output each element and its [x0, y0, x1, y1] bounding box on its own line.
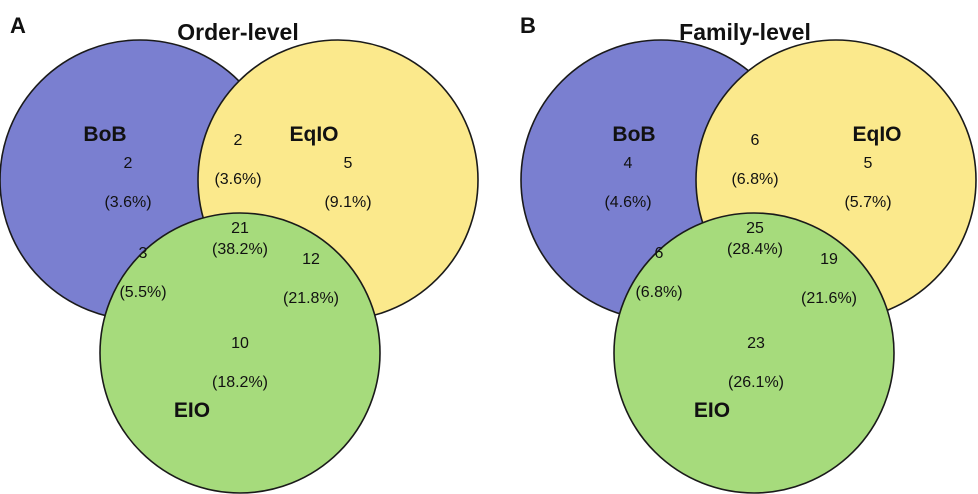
- region-count-eio-only-a: 10: [231, 335, 249, 352]
- set-label-eio-b: EIO: [694, 399, 730, 422]
- region-percent-bob-eio-b: (6.8%): [635, 284, 682, 301]
- set-label-bob-a: BoB: [83, 123, 126, 146]
- region-count-all-b: 25: [746, 220, 764, 237]
- region-count-eio-only-b: 23: [747, 335, 765, 352]
- region-count-all-a: 21: [231, 220, 249, 237]
- panel-b-letter: B: [520, 13, 536, 38]
- region-count-eqio-eio-a: 12: [302, 251, 320, 268]
- set-label-bob-b: BoB: [612, 123, 655, 146]
- region-percent-eqio-only-b: (5.7%): [844, 194, 891, 211]
- region-percent-bob-eqio-b: (6.8%): [731, 171, 778, 188]
- panel-a-title: Order-level: [177, 19, 298, 45]
- region-percent-eqio-eio-a: (21.8%): [283, 290, 339, 307]
- region-percent-eqio-eio-b: (21.6%): [801, 290, 857, 307]
- circle-eio-a: [99, 212, 381, 494]
- region-count-bob-only-b: 4: [624, 155, 633, 172]
- region-percent-bob-only-b: (4.6%): [604, 194, 651, 211]
- set-label-eqio-a: EqIO: [289, 123, 338, 146]
- region-percent-eqio-only-a: (9.1%): [324, 194, 371, 211]
- region-count-eqio-only-a: 5: [344, 155, 353, 172]
- region-count-bob-eio-a: 3: [139, 245, 148, 262]
- region-percent-eio-only-b: (26.1%): [728, 374, 784, 391]
- circle-eio-b: [613, 212, 895, 494]
- region-percent-bob-eio-a: (5.5%): [119, 284, 166, 301]
- set-label-eio-a: EIO: [174, 399, 210, 422]
- region-percent-eio-only-a: (18.2%): [212, 374, 268, 391]
- panel-a-letter: A: [10, 13, 26, 38]
- region-count-bob-only-a: 2: [124, 155, 133, 172]
- region-percent-bob-only-a: (3.6%): [104, 194, 151, 211]
- panel-a: A Order-level BoB EqIO EIO 2 (3.6%) 2 (3…: [0, 13, 479, 494]
- set-label-eqio-b: EqIO: [852, 123, 901, 146]
- region-count-bob-eqio-a: 2: [234, 132, 243, 149]
- region-count-eqio-only-b: 5: [864, 155, 873, 172]
- region-count-bob-eqio-b: 6: [751, 132, 760, 149]
- region-count-eqio-eio-b: 19: [820, 251, 838, 268]
- panel-b-title: Family-level: [679, 19, 811, 45]
- region-percent-bob-eqio-a: (3.6%): [214, 171, 261, 188]
- region-count-bob-eio-b: 6: [655, 245, 664, 262]
- region-percent-all-a: (38.2%): [212, 241, 268, 258]
- panel-b: B Family-level BoB EqIO EIO 4 (4.6%) 6 (…: [520, 13, 977, 494]
- region-percent-all-b: (28.4%): [727, 241, 783, 258]
